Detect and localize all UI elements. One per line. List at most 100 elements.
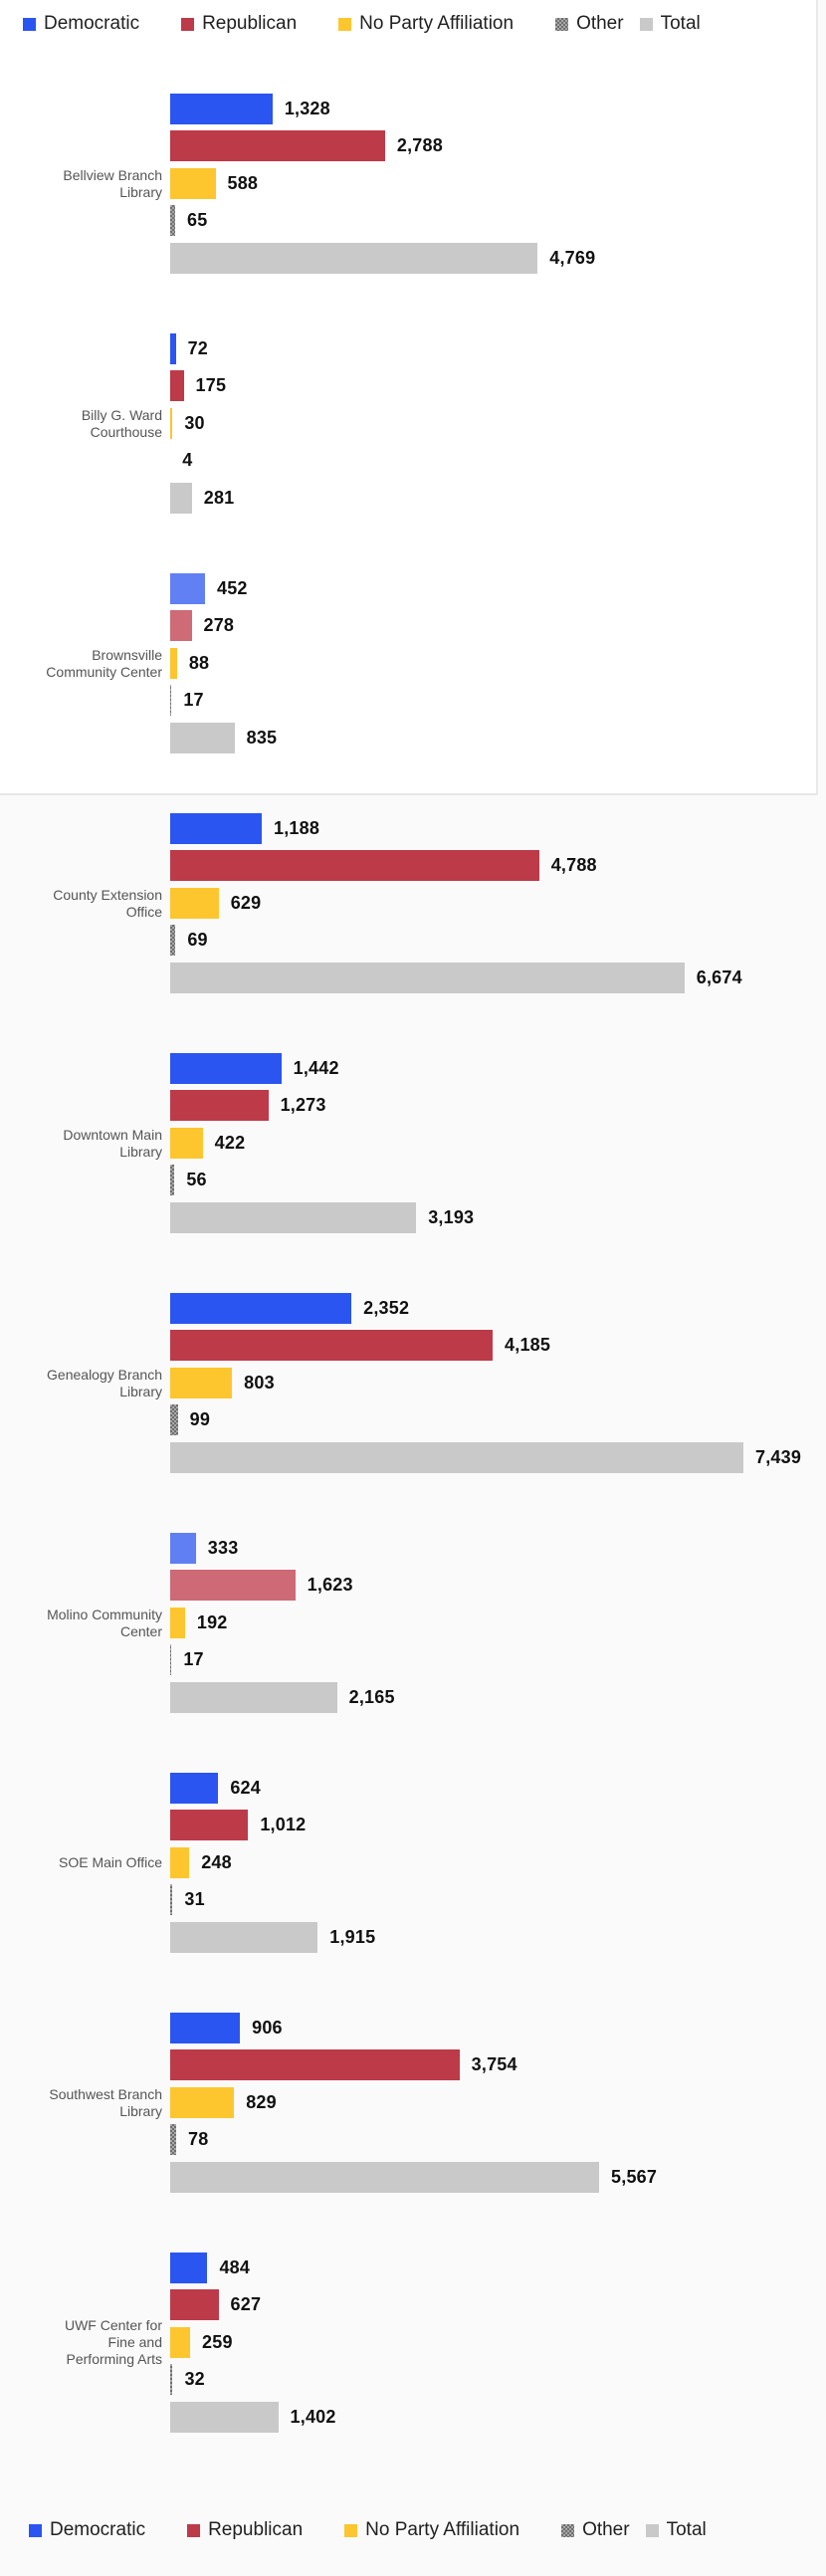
no-party-affiliation-bar[interactable] — [170, 1607, 185, 1638]
other-bar[interactable] — [170, 925, 176, 957]
democratic-bar[interactable] — [170, 1293, 352, 1324]
no-party-affiliation-bar[interactable] — [170, 887, 219, 919]
total-bar[interactable] — [170, 2161, 600, 2193]
legend-item-total[interactable]: Total — [639, 13, 701, 34]
bar-row: 3,754 — [170, 2049, 826, 2081]
value-label: 835 — [246, 727, 278, 748]
legend-label: Democratic — [50, 2519, 146, 2540]
bar-row: 829 — [170, 2086, 826, 2118]
total-bar[interactable] — [170, 242, 538, 274]
other-bar[interactable] — [170, 2124, 177, 2156]
no-party-affiliation-bar[interactable] — [170, 407, 173, 439]
total-bar[interactable] — [170, 1201, 417, 1233]
legend-item-no-party-affiliation[interactable]: No Party Affiliation — [344, 2520, 519, 2540]
total-bar[interactable] — [170, 1681, 337, 1713]
legend-item-republican[interactable]: Republican — [181, 14, 297, 34]
legend-item-democratic[interactable]: Democratic — [23, 14, 139, 34]
total-bar[interactable] — [170, 962, 685, 993]
bar-row: 175 — [170, 370, 826, 402]
republican-bar[interactable] — [170, 610, 192, 642]
legend-label: Republican — [208, 2519, 304, 2540]
no-party-affiliation-bar[interactable] — [170, 2086, 235, 2118]
democratic-bar[interactable] — [170, 813, 262, 844]
republican-bar[interactable] — [170, 130, 385, 162]
no-party-affiliation-bar[interactable] — [170, 1367, 233, 1398]
no-party-affiliation-bar[interactable] — [170, 1846, 190, 1878]
no-party-affiliation-bar[interactable] — [170, 2326, 191, 2358]
category-label: Bellview Branch Library — [0, 64, 162, 304]
value-label: 1,915 — [329, 1926, 376, 1947]
total-bar[interactable] — [170, 2401, 279, 2433]
value-label: 627 — [230, 2294, 262, 2315]
legend-item-other[interactable]: Other — [555, 14, 624, 34]
category-label-line: Brownsville — [92, 646, 162, 663]
democratic-bar[interactable] — [170, 333, 176, 364]
republican-bar[interactable] — [170, 1330, 494, 1362]
bar-row: 4 — [170, 445, 826, 477]
value-label: 422 — [214, 1132, 246, 1153]
bar-row: 259 — [170, 2326, 826, 2358]
republican-bar[interactable] — [170, 1090, 269, 1122]
category-label: SOE Main Office — [0, 1743, 162, 1983]
value-label: 333 — [207, 1538, 239, 1558]
republican-bar[interactable] — [170, 370, 184, 402]
value-label: 1,273 — [280, 1095, 326, 1116]
other-bar[interactable] — [170, 2364, 173, 2396]
democratic-bar[interactable] — [170, 94, 273, 124]
legend-item-other[interactable]: Other — [561, 2520, 630, 2540]
democratic-bar[interactable] — [170, 1533, 196, 1564]
chart-group-billy-g-ward-courthouse: Billy G. Ward Courthouse 72 175 30 4 281 — [0, 304, 826, 543]
republican-bar[interactable] — [170, 1810, 249, 1841]
legend-item-republican[interactable]: Republican — [187, 2520, 303, 2540]
total-bar[interactable] — [170, 482, 192, 514]
value-label: 65 — [187, 210, 208, 231]
other-bar[interactable] — [170, 1165, 175, 1196]
republican-bar[interactable] — [170, 2289, 219, 2321]
category-label-line: Genealogy Branch — [47, 1366, 162, 1383]
democratic-bar[interactable] — [170, 2013, 241, 2043]
bar-row: 32 — [170, 2364, 826, 2396]
republican-bar[interactable] — [170, 1570, 296, 1602]
value-label: 2,352 — [363, 1298, 410, 1318]
total-bar[interactable] — [170, 1441, 743, 1473]
category-label-line: Southwest Branch — [49, 2085, 162, 2102]
bar-row: 1,915 — [170, 1921, 826, 1953]
value-label: 32 — [184, 2369, 205, 2390]
total-bar[interactable] — [170, 722, 235, 753]
legend-bottom: Democratic Republican No Party Affiliation… — [29, 2519, 707, 2541]
value-label: 278 — [203, 615, 235, 636]
legend-label: Other — [576, 13, 624, 34]
democratic-bar[interactable] — [170, 573, 205, 604]
other-bar[interactable] — [170, 685, 172, 717]
value-label: 4,185 — [505, 1335, 551, 1356]
democratic-bar[interactable] — [170, 1053, 282, 1084]
legend-item-total[interactable]: Total — [645, 2520, 707, 2540]
republican-bar[interactable] — [170, 2049, 460, 2081]
no-party-affiliation-bar[interactable] — [170, 167, 216, 199]
legend-top: Democratic Republican No Party Affiliation… — [23, 13, 701, 35]
total-bar[interactable] — [170, 1921, 318, 1953]
other-bar[interactable] — [170, 1884, 173, 1916]
value-label: 2,788 — [396, 135, 443, 156]
bar-row: 629 — [170, 887, 826, 919]
democratic-bar[interactable] — [170, 1773, 219, 1804]
democratic-bar[interactable] — [170, 2253, 208, 2283]
legend-label: Republican — [202, 13, 298, 34]
no-party-affiliation-bar[interactable] — [170, 1127, 203, 1159]
no-party-affiliation-bar[interactable] — [170, 647, 177, 679]
chart-group-molino-community-center: Molino Community Center 333 1,623 192 17 2,165 — [0, 1503, 826, 1743]
category-label-line: Billy G. Ward — [81, 406, 162, 423]
other-bar[interactable] — [170, 205, 176, 237]
legend-swatch-no-party-affiliation-icon — [344, 2523, 358, 2537]
republican-bar[interactable] — [170, 850, 539, 882]
legend-item-no-party-affiliation[interactable]: No Party Affiliation — [338, 14, 514, 34]
other-bar[interactable] — [170, 1404, 178, 1436]
bar-row: 4,788 — [170, 850, 826, 882]
other-bar[interactable] — [170, 1644, 172, 1676]
legend-item-democratic[interactable]: Democratic — [29, 2520, 145, 2540]
legend-label: Total — [660, 13, 701, 34]
bar-row: 1,188 — [170, 813, 826, 844]
bar-row: 69 — [170, 925, 826, 957]
bar-row: 17 — [170, 685, 826, 717]
value-label: 484 — [219, 2257, 251, 2277]
